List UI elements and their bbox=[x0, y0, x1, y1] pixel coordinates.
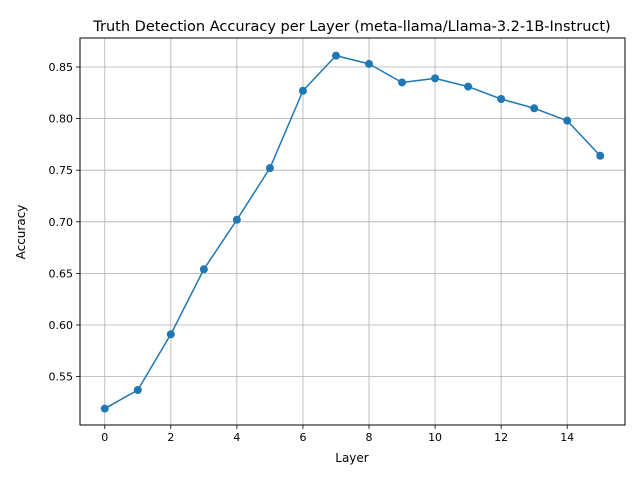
data-point bbox=[497, 94, 506, 103]
x-tick-label: 10 bbox=[428, 431, 442, 444]
data-point bbox=[166, 330, 175, 339]
grid bbox=[80, 38, 625, 425]
y-axis-label: Accuracy bbox=[14, 205, 28, 260]
y-tick-label: 0.75 bbox=[49, 164, 74, 177]
y-tick-label: 0.80 bbox=[49, 113, 74, 126]
data-point bbox=[199, 265, 208, 274]
data-point bbox=[331, 51, 340, 60]
data-point bbox=[596, 151, 605, 160]
data-point bbox=[298, 86, 307, 95]
y-tick-label: 0.70 bbox=[49, 216, 74, 229]
x-tick-label: 2 bbox=[167, 431, 174, 444]
x-tick-label: 14 bbox=[560, 431, 574, 444]
x-tick-label: 0 bbox=[101, 431, 108, 444]
data-point bbox=[398, 78, 407, 87]
data-point bbox=[232, 215, 241, 224]
ticks: 0 2 4 6 8 10 12 14 0.55 0.60 0.65 0.70 0.75 0.80 0.85 bbox=[49, 61, 575, 444]
data-point bbox=[464, 82, 473, 91]
y-tick-label: 0.60 bbox=[49, 319, 74, 332]
y-tick-label: 0.85 bbox=[49, 61, 74, 74]
data-point bbox=[563, 116, 572, 125]
y-tick-label: 0.55 bbox=[49, 371, 74, 384]
data-point bbox=[100, 404, 109, 413]
data-point bbox=[365, 59, 374, 68]
x-axis-label: Layer bbox=[335, 451, 369, 465]
plot-area-frame bbox=[79, 37, 626, 426]
series-line bbox=[104, 54, 601, 410]
x-tick-label: 8 bbox=[366, 431, 373, 444]
series-layer bbox=[100, 51, 605, 413]
x-tick-label: 4 bbox=[233, 431, 240, 444]
x-tick-label: 6 bbox=[299, 431, 306, 444]
data-point bbox=[431, 74, 440, 83]
y-tick-label: 0.65 bbox=[49, 267, 74, 280]
data-point bbox=[530, 104, 539, 113]
chart-title: Truth Detection Accuracy per Layer (meta… bbox=[92, 19, 610, 35]
data-point bbox=[133, 386, 142, 395]
x-tick-label: 12 bbox=[494, 431, 508, 444]
data-point bbox=[265, 164, 274, 173]
